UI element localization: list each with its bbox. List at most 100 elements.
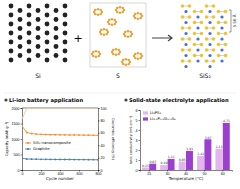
data-label: 1.11 (168, 155, 175, 159)
tick-mark (139, 110, 141, 111)
legend-label: SiS₂ nanocomposite (33, 140, 71, 145)
si-atom (45, 58, 50, 63)
s-atom (137, 58, 139, 60)
tick-mark (139, 150, 141, 151)
series-marker (73, 159, 75, 161)
si-atom (184, 10, 187, 13)
s-atom (181, 26, 185, 30)
s-atom (95, 50, 97, 52)
series-marker (45, 158, 47, 160)
si-atom (54, 26, 59, 31)
si-atom (9, 40, 14, 45)
si-atom (63, 58, 68, 63)
series-marker (31, 158, 33, 160)
tick-label: 0 (18, 169, 20, 173)
s-atom (212, 4, 216, 8)
si-atom (184, 43, 187, 46)
tick-mark (98, 145, 100, 146)
si-atom (220, 26, 223, 29)
tick-label: 0 (101, 169, 103, 173)
s-atom (181, 4, 185, 8)
series-marker (50, 158, 52, 160)
s-atom (140, 17, 142, 19)
s-atom (103, 28, 105, 30)
si-atom (27, 31, 32, 36)
s-atom (127, 36, 129, 38)
si-atom (36, 53, 41, 58)
structure-label: S (116, 72, 120, 79)
series-marker (88, 159, 90, 161)
s-atom (106, 29, 108, 31)
series-marker (92, 159, 94, 161)
tick-mark (139, 140, 141, 141)
data-label: 0.25 (142, 164, 149, 168)
s-atom (205, 26, 209, 30)
s-atom (193, 10, 197, 14)
series-marker (59, 159, 61, 161)
s-atom (137, 52, 139, 54)
series-marker (88, 134, 90, 136)
s-atom (224, 32, 228, 36)
s-atom (140, 57, 142, 59)
s-atom (200, 21, 204, 25)
s-atom (98, 51, 100, 53)
legend: Li₃PS₄Li₃.₁P₀.₉Si₀.₁S₄ (143, 110, 176, 121)
series-marker (69, 134, 71, 136)
tick: 40 (98, 144, 105, 148)
s-atom (181, 37, 185, 41)
tick: 2 (136, 149, 141, 153)
si-atom (27, 40, 32, 45)
si-atom (63, 13, 68, 18)
s-atom (205, 37, 209, 41)
si-atom (196, 48, 199, 51)
axis: 0123456 (136, 109, 141, 173)
tick-mark (21, 170, 23, 171)
si-atom (184, 32, 187, 35)
s-atom (130, 35, 132, 37)
tick-mark (139, 160, 141, 161)
s-atom (181, 15, 185, 19)
s-atom (111, 24, 113, 26)
s-atom (106, 33, 108, 35)
s-atom (205, 48, 209, 52)
si-atom (27, 13, 32, 18)
tick-label: 2 (136, 149, 138, 153)
si-atom (45, 49, 50, 54)
tick: 20 (98, 156, 105, 160)
tick-label: 5 (136, 119, 138, 123)
si-atom (208, 54, 211, 57)
operator: + (73, 32, 82, 45)
x-axis-title: Temperature (°C) (168, 176, 204, 181)
series-marker (69, 159, 71, 161)
tick: 600 (77, 170, 83, 176)
si-atom (18, 17, 23, 22)
tick-mark (139, 130, 141, 131)
s-atom (111, 18, 113, 20)
tick: 0 (18, 169, 23, 173)
si-atom (208, 10, 211, 13)
s-atom (100, 29, 102, 31)
s-atom (112, 49, 114, 51)
s-atom (119, 6, 121, 8)
si-atom (54, 53, 59, 58)
tick-label: 2000 (12, 107, 20, 111)
tick: 100 (98, 107, 107, 111)
legend-marker (27, 142, 29, 144)
data-labels: 0.250.490.851.422.130.631.111.913.074.71 (142, 119, 230, 168)
data-label: 4.71 (223, 119, 230, 123)
series-marker (97, 134, 98, 136)
si-atom (36, 26, 41, 31)
series-marker (64, 134, 66, 136)
si-atom (196, 59, 199, 62)
series-marker (73, 134, 75, 136)
s-atom (137, 18, 139, 20)
series-marker (78, 159, 80, 161)
legend-swatch (143, 111, 148, 114)
s-atom (205, 4, 209, 8)
s-atom (125, 58, 127, 60)
si-atom (220, 48, 223, 51)
si-atom (184, 54, 187, 57)
si-atom (45, 40, 50, 45)
s-atom (217, 32, 221, 36)
s-atom (224, 43, 228, 47)
